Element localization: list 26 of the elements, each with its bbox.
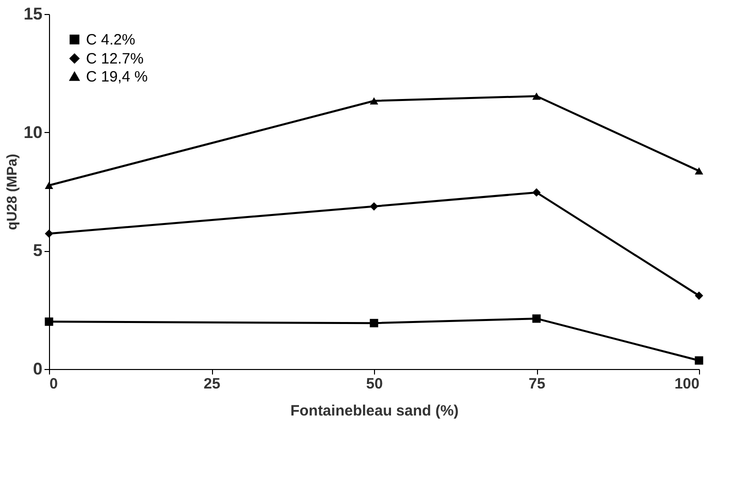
point xyxy=(532,188,541,197)
x-tick-label: 25 xyxy=(204,376,220,392)
y-tick-label: 0 xyxy=(33,360,42,378)
point xyxy=(694,356,704,365)
y-tick-label: 15 xyxy=(24,4,42,24)
point xyxy=(694,291,704,300)
y-tick-label: 10 xyxy=(24,122,42,142)
point xyxy=(532,314,541,323)
point xyxy=(532,92,541,100)
legend-label: C 4.2% xyxy=(86,32,136,48)
point xyxy=(44,229,54,238)
point xyxy=(370,97,378,104)
x-tick-label: 100 xyxy=(674,376,700,392)
x-tick-label: 75 xyxy=(528,376,546,392)
x-tick-label: 0 xyxy=(50,376,58,392)
legend-label: C 12.7% xyxy=(86,50,144,68)
y-tick-label: 5 xyxy=(33,241,42,260)
y-axis-title: qU28 (MPa) xyxy=(4,154,20,230)
point xyxy=(370,202,378,211)
point xyxy=(44,182,54,189)
legend-label: C 19,4 % xyxy=(86,68,148,86)
x-tick-label: 50 xyxy=(366,376,383,392)
point xyxy=(44,317,54,326)
point xyxy=(694,167,704,175)
point xyxy=(370,318,378,328)
x-axis-title: Fontainebleau sand (%) xyxy=(290,402,459,420)
